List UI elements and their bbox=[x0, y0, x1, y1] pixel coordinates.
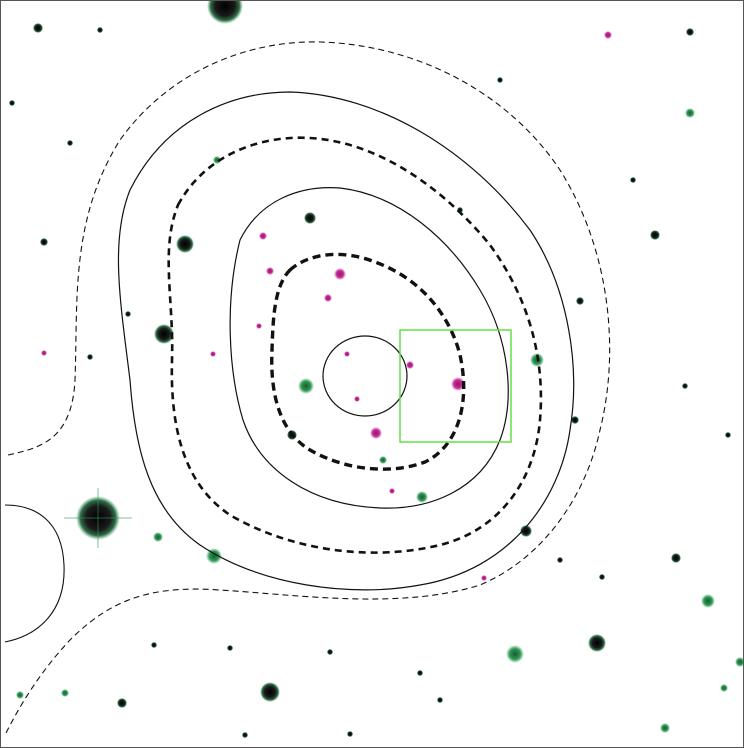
dark-source bbox=[576, 297, 584, 305]
magenta-source bbox=[604, 31, 612, 39]
magenta-source bbox=[481, 575, 487, 581]
green-source bbox=[61, 689, 69, 697]
dark-source bbox=[176, 235, 194, 253]
magenta-source bbox=[451, 377, 465, 391]
dark-source bbox=[347, 731, 353, 737]
dark-source bbox=[125, 311, 131, 317]
magenta-source bbox=[210, 351, 216, 357]
green-source bbox=[660, 723, 670, 733]
green-source bbox=[16, 691, 24, 699]
dark-source bbox=[9, 100, 15, 106]
green-source bbox=[416, 491, 428, 503]
contour-layer bbox=[4, 41, 611, 736]
magenta-source bbox=[334, 268, 346, 280]
dark-source bbox=[571, 416, 579, 424]
dark-source bbox=[40, 238, 48, 246]
dark-source bbox=[304, 212, 316, 224]
magenta-source bbox=[266, 267, 274, 275]
contour-dashed-5 bbox=[270, 252, 466, 471]
contour-solid-2 bbox=[117, 91, 575, 591]
dark-source bbox=[67, 140, 73, 146]
dark-source bbox=[725, 432, 731, 438]
magenta-source bbox=[256, 323, 262, 329]
magenta-source bbox=[259, 232, 267, 240]
green-source bbox=[206, 548, 222, 564]
dark-source bbox=[686, 28, 694, 36]
dark-source bbox=[671, 553, 681, 563]
contour-left-solid bbox=[4, 504, 65, 643]
magenta-source bbox=[354, 396, 360, 402]
dark-source bbox=[117, 698, 127, 708]
highlight-box bbox=[399, 329, 512, 443]
green-source bbox=[153, 532, 163, 542]
dark-source bbox=[650, 230, 660, 240]
magenta-source bbox=[389, 488, 395, 494]
magenta-source bbox=[406, 361, 414, 369]
dark-source bbox=[417, 670, 423, 676]
green-source bbox=[735, 657, 744, 667]
dark-source bbox=[327, 649, 333, 655]
dark-source bbox=[557, 557, 563, 563]
dark-source bbox=[227, 645, 233, 651]
contour-inner-solid bbox=[322, 335, 408, 417]
contour-solid-4 bbox=[229, 187, 509, 509]
dark-source bbox=[260, 682, 280, 702]
dark-source bbox=[154, 324, 174, 344]
dark-source bbox=[87, 354, 93, 360]
dark-source bbox=[207, 0, 243, 24]
green-source bbox=[298, 378, 314, 394]
dark-source bbox=[151, 642, 157, 648]
green-source bbox=[701, 594, 715, 608]
green-source bbox=[379, 456, 387, 464]
green-source bbox=[506, 645, 524, 663]
green-source bbox=[685, 108, 695, 118]
dark-source bbox=[630, 177, 636, 183]
dark-source bbox=[599, 574, 605, 580]
dark-source bbox=[33, 23, 43, 33]
magenta-source bbox=[41, 350, 47, 356]
dark-source bbox=[520, 525, 532, 537]
dark-source bbox=[437, 697, 443, 703]
magenta-source bbox=[344, 351, 350, 357]
contour-dashed-3 bbox=[167, 136, 543, 554]
magenta-source bbox=[324, 294, 332, 302]
green-source bbox=[720, 684, 728, 692]
dark-source bbox=[588, 634, 606, 652]
dark-source bbox=[242, 732, 248, 738]
magenta-source bbox=[370, 427, 382, 439]
dark-source bbox=[497, 77, 503, 83]
dark-source bbox=[97, 27, 103, 33]
source-layer bbox=[9, 0, 744, 738]
contour-outer-dashed bbox=[4, 41, 611, 736]
dark-source bbox=[682, 383, 688, 389]
